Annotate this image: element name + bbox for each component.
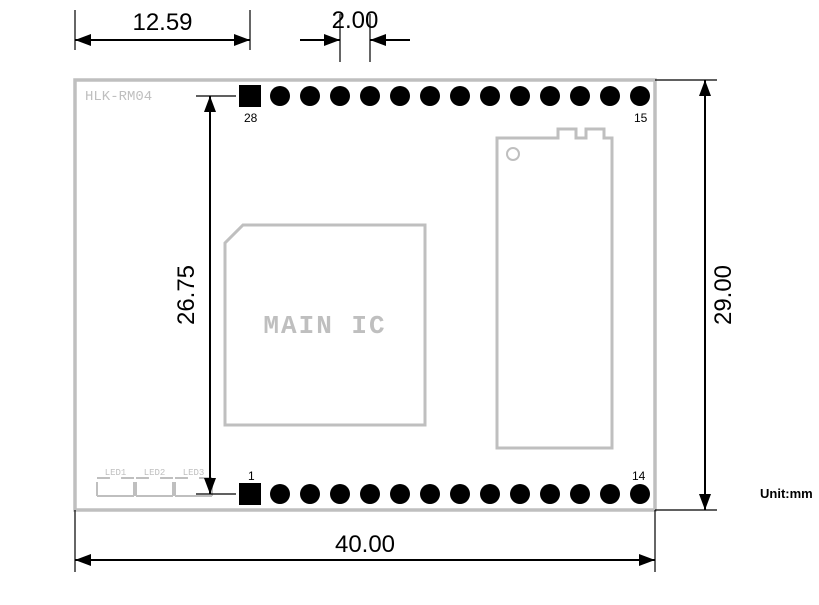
led-label: LED3 xyxy=(183,468,205,478)
dim-height: 29.00 xyxy=(710,265,737,325)
bottom-pin-dot xyxy=(420,484,440,504)
bottom-pin-dot xyxy=(360,484,380,504)
top-pin-dot xyxy=(480,86,500,106)
bottom-pin-dot xyxy=(480,484,500,504)
board-outline xyxy=(75,80,655,510)
aux-ic-pin1-dot xyxy=(507,148,519,160)
bottom-pin-dot xyxy=(270,484,290,504)
bottom-pin-square xyxy=(239,483,261,505)
bottom-pin-dot xyxy=(570,484,590,504)
top-pin-dot xyxy=(630,86,650,106)
led-label: LED2 xyxy=(144,468,166,478)
pin-15-label: 15 xyxy=(634,111,648,125)
top-pin-dot xyxy=(450,86,470,106)
led-label: LED1 xyxy=(105,468,127,478)
top-pin-square xyxy=(239,85,261,107)
bottom-pin-dot xyxy=(600,484,620,504)
top-pin-dot xyxy=(600,86,620,106)
dim-pin-span: 26.75 xyxy=(173,265,200,325)
top-pin-dot xyxy=(390,86,410,106)
top-pin-dot xyxy=(300,86,320,106)
bottom-pin-dot xyxy=(300,484,320,504)
aux-ic-outline xyxy=(497,129,612,448)
unit-label: Unit:mm xyxy=(760,486,813,501)
top-pin-dot xyxy=(360,86,380,106)
dim-left-offset: 12.59 xyxy=(132,9,192,36)
bottom-pin-dot xyxy=(540,484,560,504)
top-pin-dot xyxy=(570,86,590,106)
top-pin-dot xyxy=(270,86,290,106)
bottom-pin-dot xyxy=(630,484,650,504)
pin-28-label: 28 xyxy=(244,111,258,125)
bottom-pin-dot xyxy=(450,484,470,504)
pin-1-label: 1 xyxy=(248,469,255,483)
pin-14-label: 14 xyxy=(632,469,646,483)
main-ic-label: MAIN IC xyxy=(263,311,386,341)
bottom-pin-dot xyxy=(510,484,530,504)
model-label: HLK-RM04 xyxy=(85,89,152,105)
dim-pin-pitch: 2.00 xyxy=(332,7,379,34)
top-pin-dot xyxy=(510,86,530,106)
dim-width: 40.00 xyxy=(335,531,395,558)
bottom-pin-dot xyxy=(330,484,350,504)
top-pin-dot xyxy=(420,86,440,106)
top-pin-dot xyxy=(330,86,350,106)
bottom-pin-dot xyxy=(390,484,410,504)
top-pin-dot xyxy=(540,86,560,106)
